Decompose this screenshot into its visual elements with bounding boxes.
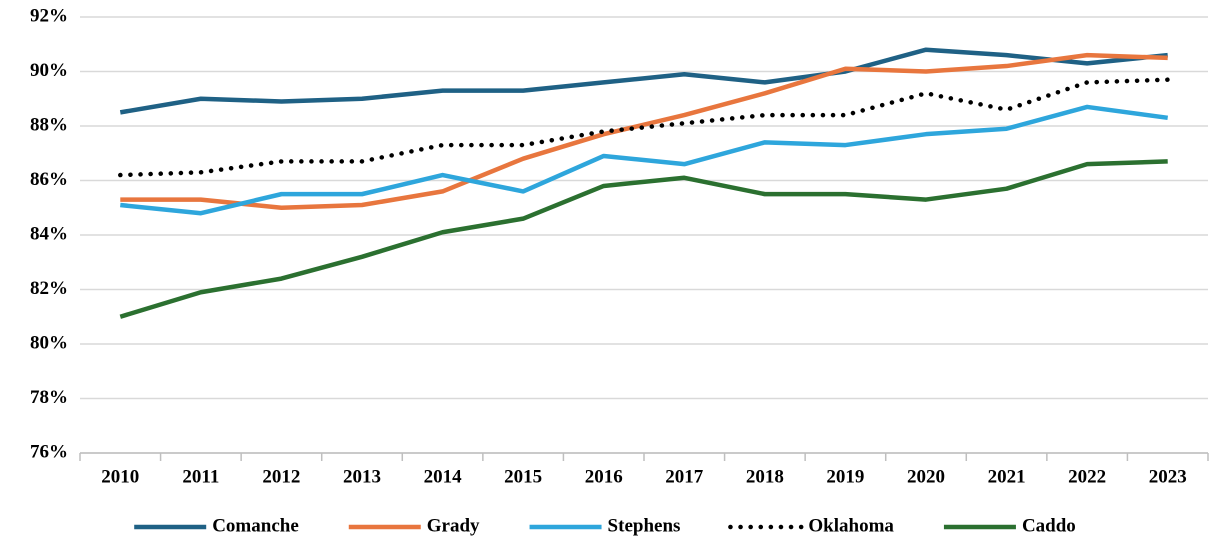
x-tick-label: 2022 (1068, 466, 1106, 487)
x-tick-label: 2013 (343, 466, 381, 487)
series-line (120, 52, 1168, 210)
x-tick-label: 2018 (746, 466, 784, 487)
legend: Comanche Grady Stephens Oklahoma Caddo (134, 515, 1076, 536)
y-tick-label: 88% (30, 114, 68, 135)
x-tick-label: 2010 (101, 466, 139, 487)
legend-label: Stephens (608, 515, 681, 536)
x-tick-label: 2015 (504, 466, 542, 487)
legend-label: Oklahoma (808, 515, 894, 536)
y-tick-label: 86% (30, 169, 68, 190)
x-tick-label: 2020 (907, 466, 945, 487)
series-line (120, 104, 1169, 216)
legend-label: Comanche (212, 515, 299, 536)
y-tick-label: 90% (30, 60, 68, 81)
x-tick-label: 2017 (665, 466, 704, 487)
x-tick-label: 2019 (826, 466, 864, 487)
x-tick-label: 2011 (182, 466, 219, 487)
legend-label: Caddo (1022, 515, 1076, 536)
x-tick-label: 2014 (424, 466, 463, 487)
y-tick-label: 82% (30, 278, 68, 299)
x-tick-label: 2012 (262, 466, 300, 487)
series-line (119, 47, 1168, 115)
series-line (119, 159, 1168, 319)
y-tick-label: 76% (30, 441, 68, 462)
x-tick-label: 2023 (1149, 466, 1187, 487)
series-line (118, 77, 1170, 178)
x-tick-label: 2016 (585, 466, 623, 487)
legend-label: Grady (427, 515, 480, 536)
y-tick-label: 84% (30, 223, 68, 244)
y-tick-label: 92% (30, 5, 68, 26)
y-tick-label: 78% (30, 387, 68, 408)
x-tick-label: 2021 (988, 466, 1026, 487)
y-tick-label: 80% (30, 332, 68, 353)
